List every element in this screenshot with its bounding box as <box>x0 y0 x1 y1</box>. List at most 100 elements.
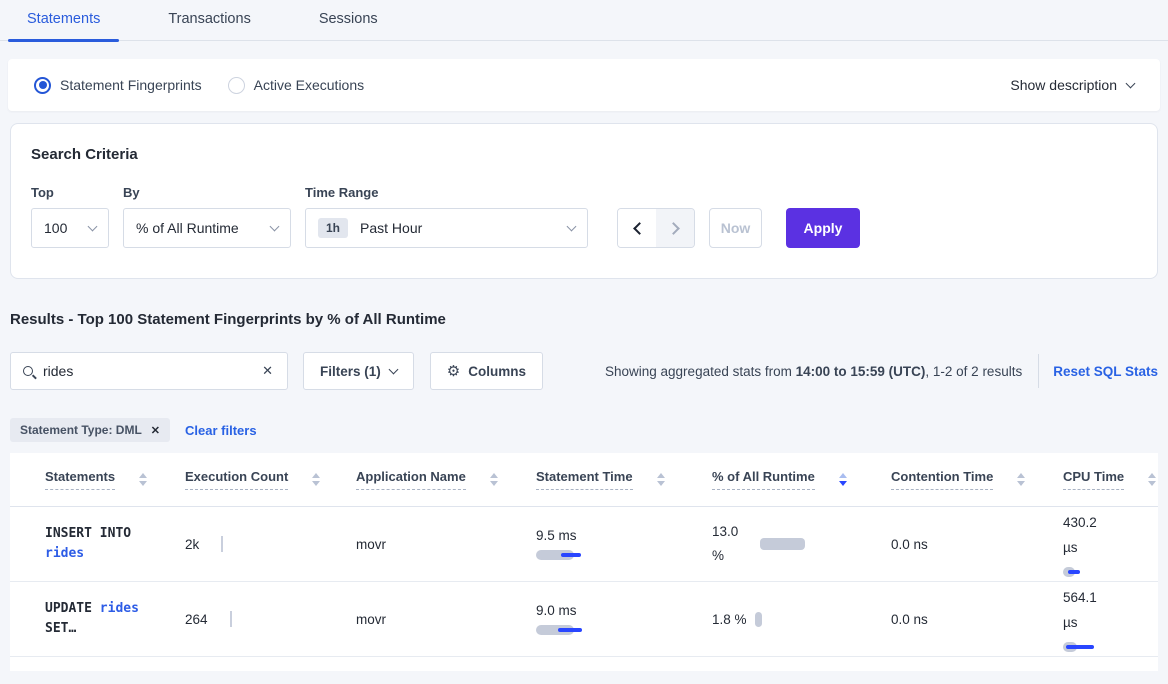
results-heading: Results - Top 100 Statement Fingerprints… <box>10 311 446 328</box>
statement-fingerprint-cell: UPDATE rides SET… <box>45 601 139 636</box>
time-range-select[interactable]: 1h Past Hour <box>305 208 588 248</box>
statement-time-bar <box>536 624 586 636</box>
statements-table: Statements Execution Count Application N… <box>10 453 1158 671</box>
by-label: By <box>123 185 140 200</box>
statement-time-bar <box>536 549 586 561</box>
reset-sql-stats-link[interactable]: Reset SQL Stats <box>1053 363 1158 379</box>
sort-desc-active-icon <box>838 473 847 486</box>
by-select[interactable]: % of All Runtime <box>123 208 291 248</box>
filters-button[interactable]: Filters (1) <box>303 352 414 390</box>
chevron-down-icon <box>388 364 399 375</box>
radio-active-executions[interactable]: Active Executions <box>227 76 365 94</box>
statement-link[interactable]: rides <box>99 601 139 616</box>
filter-chip-label: Statement Type: DML <box>20 423 142 437</box>
time-range-value: Past Hour <box>360 220 423 236</box>
columns-button[interactable]: ⚙ Columns <box>429 352 543 390</box>
pct-of-all-runtime-cell: 13.0 % <box>712 520 891 568</box>
clear-filters-link[interactable]: Clear filters <box>185 422 257 438</box>
pct-runtime-bar <box>760 538 805 550</box>
column-header-statements[interactable]: Statements <box>45 469 185 490</box>
radio-selected-icon <box>34 76 51 94</box>
radio-label: Statement Fingerprints <box>60 77 202 93</box>
show-description-label: Show description <box>1010 77 1117 93</box>
clear-search-icon[interactable]: ✕ <box>262 363 273 378</box>
filter-chip-row: Statement Type: DML ✕ Clear filters <box>10 418 1158 442</box>
execution-count-cell: 2k <box>185 536 356 552</box>
column-header-application-name[interactable]: Application Name <box>356 469 536 490</box>
show-description-toggle[interactable]: Show description <box>1010 77 1136 93</box>
tab-transactions[interactable]: Transactions <box>168 11 251 27</box>
cpu-time-cell: 430.2 µs <box>1063 510 1158 578</box>
search-criteria-panel: Search Criteria Top 100 By % of All Runt… <box>10 123 1158 279</box>
top-field: Top 100 <box>31 185 109 248</box>
top-select[interactable]: 100 <box>31 208 109 248</box>
radio-label: Active Executions <box>253 77 365 93</box>
column-header-pct-of-all-runtime[interactable]: % of All Runtime <box>712 469 891 490</box>
filter-chip-statement-type: Statement Type: DML ✕ <box>10 418 171 442</box>
table-row: UPDATE rides SET… 264 movr 9.0 ms 1.8 % … <box>10 582 1158 657</box>
cpu-time-bar <box>1063 566 1085 578</box>
by-select-value: % of All Runtime <box>136 220 239 236</box>
column-header-statement-time[interactable]: Statement Time <box>536 469 712 490</box>
table-row: INSERT INTO rides 2k movr 9.5 ms 13.0 % … <box>10 507 1158 582</box>
columns-button-label: Columns <box>468 363 526 379</box>
column-header-contention-time[interactable]: Contention Time <box>891 469 1063 490</box>
tab-sessions[interactable]: Sessions <box>318 11 378 27</box>
execution-count-bar <box>221 536 224 552</box>
application-name-cell: movr <box>356 611 386 627</box>
chevron-right-icon <box>666 221 680 235</box>
search-box: ✕ <box>10 352 288 390</box>
aggregated-stats-text: Showing aggregated stats from 14:00 to 1… <box>605 363 1023 379</box>
cpu-time-cell: 564.1 µs <box>1063 585 1158 653</box>
next-range-button[interactable] <box>656 209 694 247</box>
statement-time-cell: 9.0 ms <box>536 603 712 636</box>
radio-unselected-icon <box>227 76 245 94</box>
pct-of-all-runtime-cell: 1.8 % <box>712 611 891 627</box>
by-field: By % of All Runtime <box>123 185 291 248</box>
column-header-cpu-time[interactable]: CPU Time <box>1063 469 1158 490</box>
table-header-row: Statements Execution Count Application N… <box>10 453 1158 507</box>
chevron-down-icon <box>1125 78 1136 89</box>
chevron-down-icon <box>269 221 280 232</box>
gear-icon: ⚙ <box>446 363 461 380</box>
contention-time-cell: 0.0 ns <box>891 536 928 552</box>
radio-statement-fingerprints[interactable]: Statement Fingerprints <box>34 76 202 94</box>
statement-link[interactable]: rides <box>45 546 85 561</box>
top-label: Top <box>31 185 54 200</box>
chevron-left-icon <box>632 221 646 235</box>
execution-count-cell: 264 <box>185 611 356 627</box>
divider <box>1038 354 1040 388</box>
sort-icon <box>656 473 665 486</box>
time-range-badge: 1h <box>318 218 349 238</box>
time-range-pager <box>617 208 695 248</box>
apply-button[interactable]: Apply <box>786 208 860 248</box>
search-icon <box>23 366 33 376</box>
contention-time-cell: 0.0 ns <box>891 611 928 627</box>
time-range-field: Time Range 1h Past Hour <box>305 185 588 248</box>
results-toolbar: ✕ Filters (1) ⚙ Columns Showing aggregat… <box>10 352 1158 390</box>
sort-icon <box>489 473 498 486</box>
cpu-time-bar <box>1063 641 1097 653</box>
top-select-value: 100 <box>44 220 68 236</box>
statement-fingerprint-cell: INSERT INTO rides <box>45 526 132 561</box>
statement-time-cell: 9.5 ms <box>536 528 712 561</box>
now-button[interactable]: Now <box>709 208 762 248</box>
sort-icon <box>1017 473 1026 486</box>
remove-filter-icon[interactable]: ✕ <box>150 424 161 437</box>
chevron-down-icon <box>87 221 98 232</box>
pct-runtime-bar <box>754 611 762 627</box>
top-tabbar: Statements Transactions Sessions <box>0 0 1168 42</box>
filters-button-label: Filters (1) <box>320 363 381 379</box>
time-range-label: Time Range <box>305 185 379 200</box>
application-name-cell: movr <box>356 536 386 552</box>
view-toggle-bar: Statement Fingerprints Active Executions… <box>8 59 1160 111</box>
execution-count-bar <box>229 611 232 627</box>
search-input[interactable] <box>43 363 261 379</box>
sort-icon <box>312 473 321 486</box>
tab-statements[interactable]: Statements <box>8 0 120 42</box>
previous-range-button[interactable] <box>618 209 656 247</box>
chevron-down-icon <box>566 221 577 232</box>
column-header-execution-count[interactable]: Execution Count <box>185 469 356 490</box>
search-criteria-title: Search Criteria <box>31 146 138 163</box>
sort-icon <box>139 473 148 486</box>
